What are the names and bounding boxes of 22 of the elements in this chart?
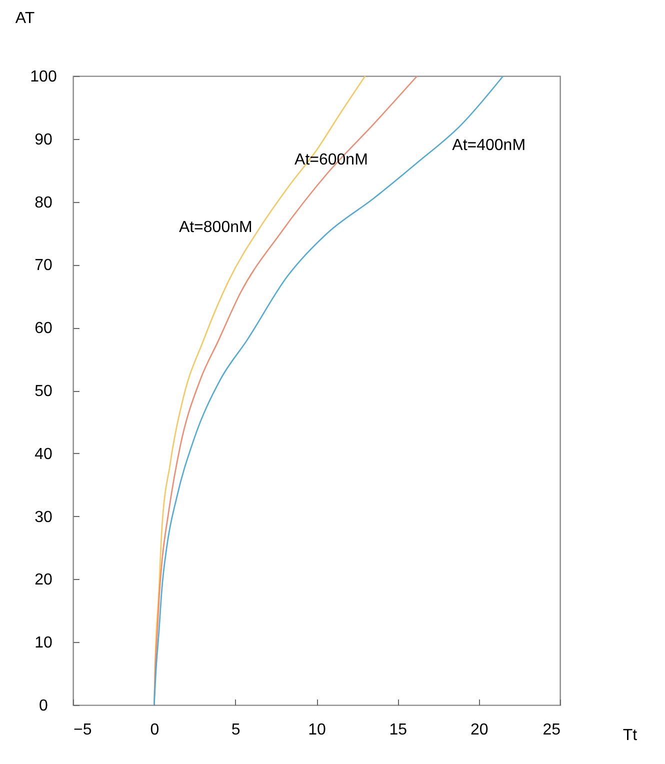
y-tick-label: 40 [34,446,52,463]
y-tick-label: 80 [34,194,52,212]
x-tick-label: 15 [389,722,408,738]
y-tick-label: 30 [34,508,52,526]
y-axis-title: AT [15,10,35,27]
y-tick-label: 10 [34,634,52,652]
y-tick-label: 100 [30,68,57,86]
y-tick-label: 70 [34,257,52,274]
x-axis-title: Tt [622,727,638,744]
y-tick-label: 50 [34,383,52,400]
x-tick-label: 10 [308,722,326,738]
x-tick-label: 0 [150,722,160,738]
x-tick-label: −5 [74,722,92,738]
series-label: At=800nM [178,218,252,236]
series-label: At=400nM [452,136,526,154]
y-tick-label: 90 [34,131,52,148]
y-tick-label: 60 [34,320,52,338]
x-tick-label: 5 [231,722,240,738]
y-tick-label: 20 [34,572,52,589]
y-tick-label: 0 [39,698,48,714]
x-tick-label: 25 [542,722,561,738]
x-tick-label: 20 [470,722,488,738]
